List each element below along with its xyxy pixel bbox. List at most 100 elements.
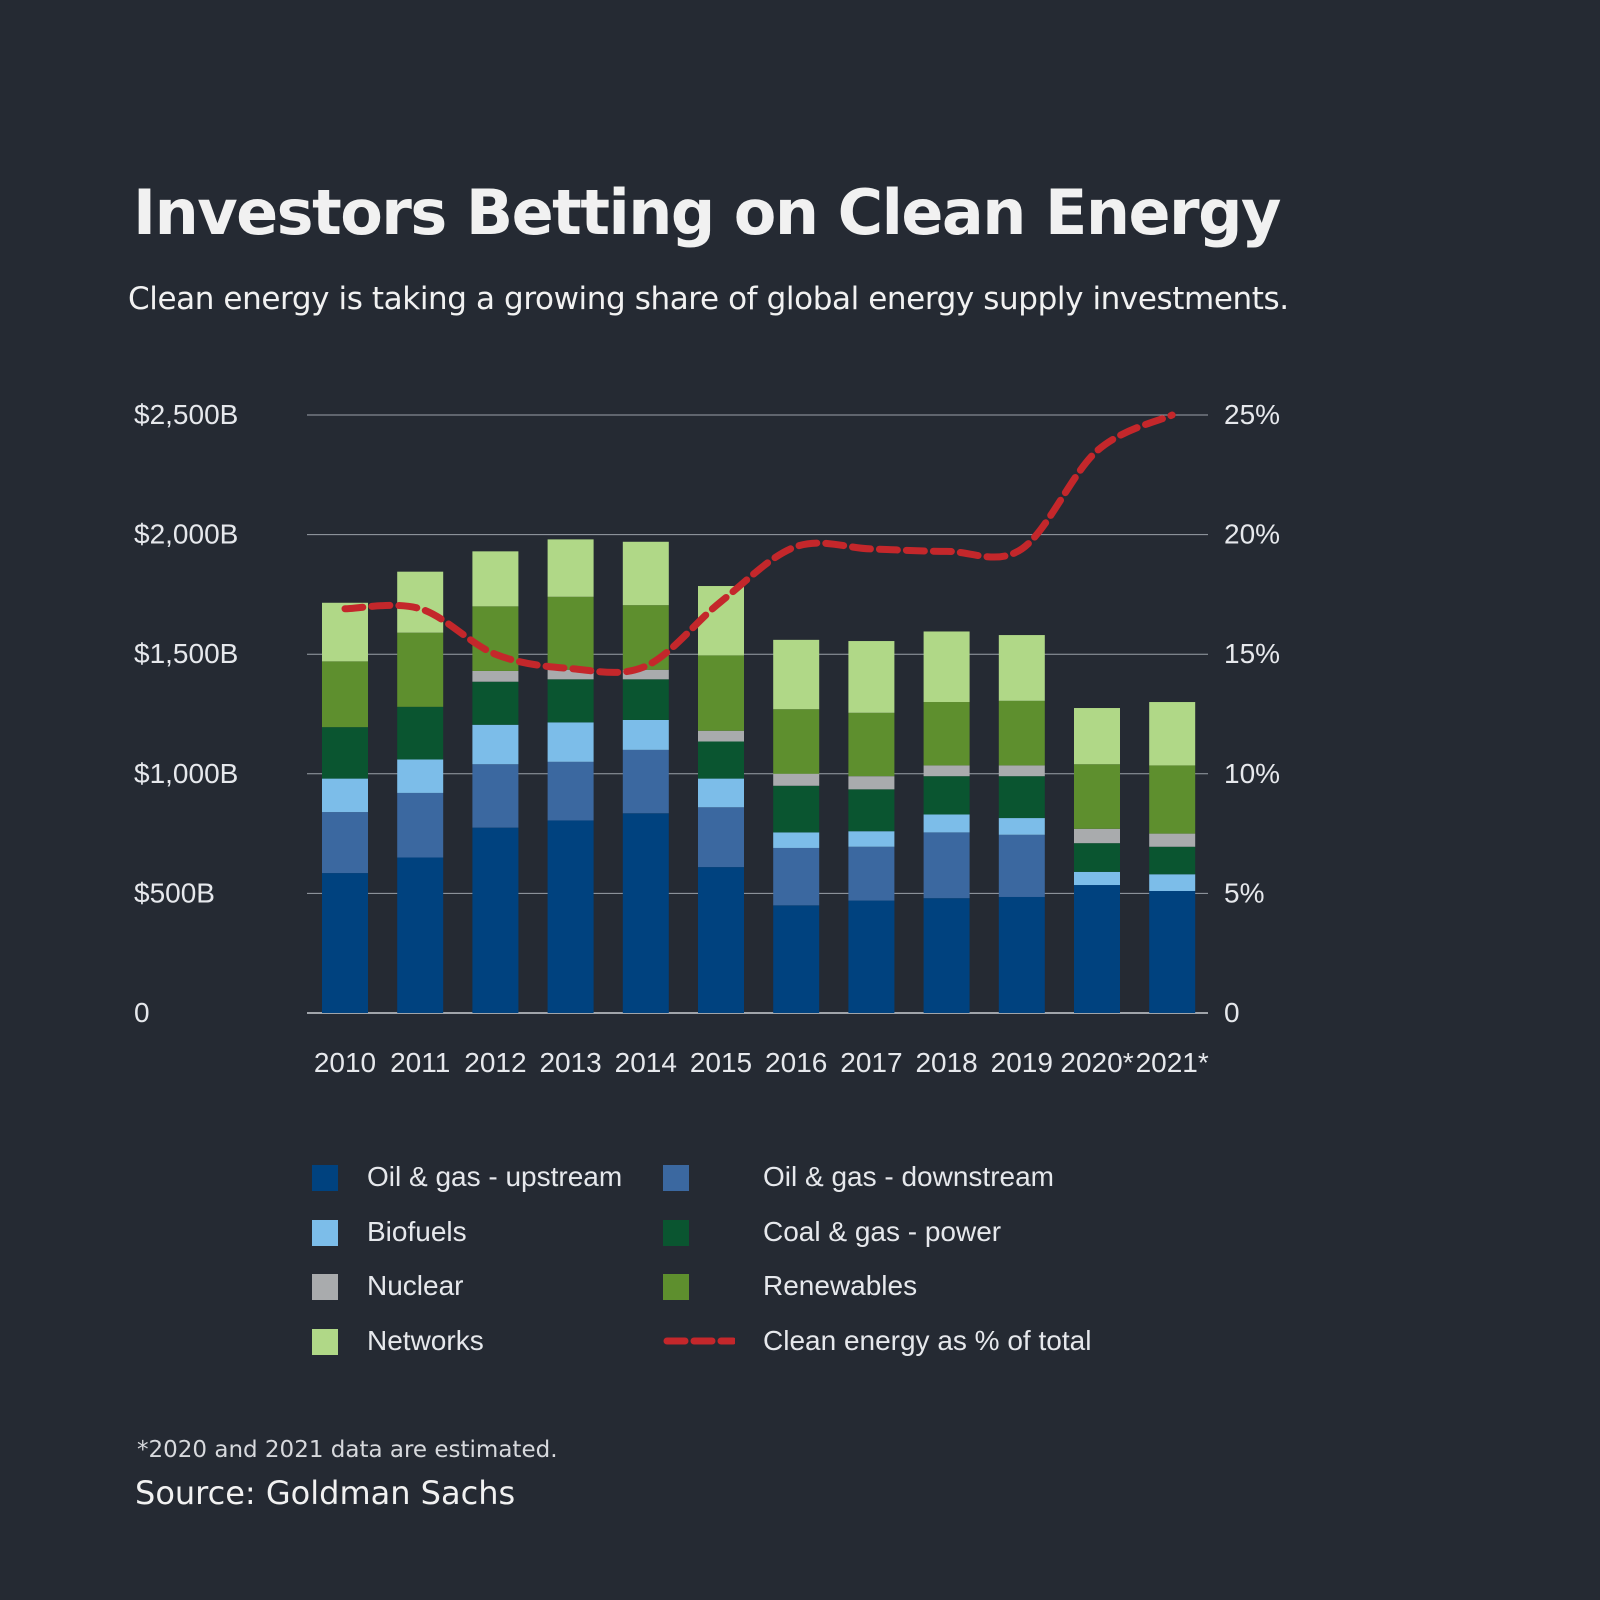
bar-segment-networks xyxy=(998,635,1045,701)
bar-segment-networks xyxy=(848,641,895,713)
bar-segment-renewables xyxy=(1149,765,1196,834)
legend-swatch-dashed-line xyxy=(663,1337,735,1345)
legend-label: Renewables xyxy=(763,1270,918,1301)
y-right-tick-label: 10% xyxy=(1224,758,1280,789)
bar-segment-coal-gas-power xyxy=(773,785,820,833)
bar-segment-oil-gas-upstream xyxy=(472,827,519,1013)
legend-label: Clean energy as % of total xyxy=(763,1325,1092,1356)
bar-segment-oil-gas-downstream xyxy=(773,847,820,906)
bar-segment-oil-gas-upstream xyxy=(622,813,669,1013)
legend-label: Nuclear xyxy=(367,1270,464,1301)
bar-segment-oil-gas-downstream xyxy=(848,846,895,901)
y-left-tick-label: $2,500B xyxy=(134,399,238,430)
bar-segment-nuclear xyxy=(998,765,1045,777)
bar-segment-networks xyxy=(547,539,594,597)
x-tick-label: 2011 xyxy=(390,1047,450,1078)
legend-label: Oil & gas - downstream xyxy=(763,1161,1054,1192)
bar-segment-biofuels xyxy=(1149,874,1196,892)
bar-segment-coal-gas-power xyxy=(1074,843,1120,872)
bar-segment-oil-gas-downstream xyxy=(322,812,368,874)
x-tick-label: 2020* xyxy=(1060,1047,1133,1078)
bar-segment-oil-gas-downstream xyxy=(397,792,444,858)
bar-segment-oil-gas-downstream xyxy=(998,834,1045,897)
bar-segment-oil-gas-upstream xyxy=(773,905,820,1013)
y-right-tick-label: 25% xyxy=(1224,399,1280,430)
bar-segment-networks xyxy=(773,639,820,710)
y-right-tick-label: 5% xyxy=(1224,877,1264,908)
y-left-tick-label: $2,000B xyxy=(134,519,238,550)
bar-segment-coal-gas-power xyxy=(622,679,669,720)
bar-segment-renewables xyxy=(923,702,970,766)
bar-segment-renewables xyxy=(1074,764,1120,829)
x-tick-label: 2019 xyxy=(991,1047,1053,1078)
bar-segment-networks xyxy=(1074,708,1120,765)
bar-segment-biofuels xyxy=(773,832,820,848)
x-tick-label: 2015 xyxy=(690,1047,752,1078)
chart-subtitle: Clean energy is taking a growing share o… xyxy=(128,281,1289,317)
legend-label: Networks xyxy=(367,1325,484,1356)
bar-segment-biofuels xyxy=(848,831,895,847)
bar-segment-biofuels xyxy=(998,818,1045,835)
bar-segment-renewables xyxy=(848,712,895,777)
bar-segment-oil-gas-downstream xyxy=(622,749,669,814)
y-right-tick-label: 15% xyxy=(1224,638,1280,669)
source-note: Source: Goldman Sachs xyxy=(135,1474,516,1512)
bar-segment-coal-gas-power xyxy=(848,789,895,832)
y-left-tick-label: $1,500B xyxy=(134,638,238,669)
bar-segment-nuclear xyxy=(547,669,594,680)
x-tick-label: 2010 xyxy=(314,1047,376,1078)
x-tick-label: 2017 xyxy=(840,1047,902,1078)
bar-segment-coal-gas-power xyxy=(923,776,970,815)
bar-segment-oil-gas-upstream xyxy=(397,857,444,1013)
bar-segment-networks xyxy=(923,631,970,703)
bar-segment-nuclear xyxy=(848,776,895,790)
bar-segment-nuclear xyxy=(622,669,669,680)
bar-segment-networks xyxy=(1149,702,1196,766)
x-tick-label: 2013 xyxy=(539,1047,601,1078)
clean-energy-line xyxy=(341,411,1176,676)
legend-swatch xyxy=(663,1165,689,1191)
y-right-tick-label: 0 xyxy=(1224,997,1240,1028)
legend-swatch xyxy=(312,1274,338,1300)
bar-segment-coal-gas-power xyxy=(1149,846,1196,875)
bar-segment-renewables xyxy=(773,709,820,774)
bars xyxy=(322,539,1196,1013)
bar-segment-oil-gas-upstream xyxy=(547,820,594,1013)
bar-segment-coal-gas-power xyxy=(998,776,1045,819)
footnote: *2020 and 2021 data are estimated. xyxy=(137,1437,558,1463)
bar-segment-coal-gas-power xyxy=(397,706,444,760)
legend-label: Biofuels xyxy=(367,1216,467,1247)
bar-segment-coal-gas-power xyxy=(472,681,519,725)
chart-title: Investors Betting on Clean Energy xyxy=(133,176,1281,249)
bar-segment-nuclear xyxy=(472,670,519,682)
bar-segment-oil-gas-downstream xyxy=(472,764,519,828)
x-tick-label: 2014 xyxy=(615,1047,677,1078)
bar-segment-renewables xyxy=(322,661,368,728)
x-tick-label: 2012 xyxy=(464,1047,526,1078)
bar-segment-biofuels xyxy=(322,778,368,813)
bar-segment-biofuels xyxy=(923,814,970,833)
bar-segment-biofuels xyxy=(397,759,444,793)
y-left-tick-label: $500B xyxy=(134,877,215,908)
bar-segment-biofuels xyxy=(1074,871,1120,886)
stacked-bar-chart: 0 $500B $1,000B $1,500B $2,000B $2,500B 0 5% 10%… xyxy=(134,399,1280,1078)
bar-segment-oil-gas-upstream xyxy=(1149,891,1196,1013)
bar-segment-renewables xyxy=(998,700,1045,766)
legend-swatch xyxy=(312,1329,338,1355)
bar-segment-networks xyxy=(397,571,444,633)
bar-segment-oil-gas-upstream xyxy=(848,900,895,1013)
y-left-tick-label: $1,000B xyxy=(134,758,238,789)
bar-segment-renewables xyxy=(698,655,744,731)
legend-swatch xyxy=(663,1220,689,1246)
bar-segment-renewables xyxy=(547,596,594,670)
bar-segment-coal-gas-power xyxy=(322,727,368,779)
bar-segment-renewables xyxy=(397,632,444,707)
bar-segment-biofuels xyxy=(622,719,669,750)
bar-segment-biofuels xyxy=(472,724,519,765)
bar-segment-oil-gas-upstream xyxy=(998,896,1045,1013)
bar-segment-coal-gas-power xyxy=(547,679,594,723)
legend-swatch xyxy=(312,1165,338,1191)
gridlines xyxy=(307,414,1208,1014)
y-right-tick-label: 20% xyxy=(1224,519,1280,550)
bar-segment-nuclear xyxy=(923,765,970,777)
